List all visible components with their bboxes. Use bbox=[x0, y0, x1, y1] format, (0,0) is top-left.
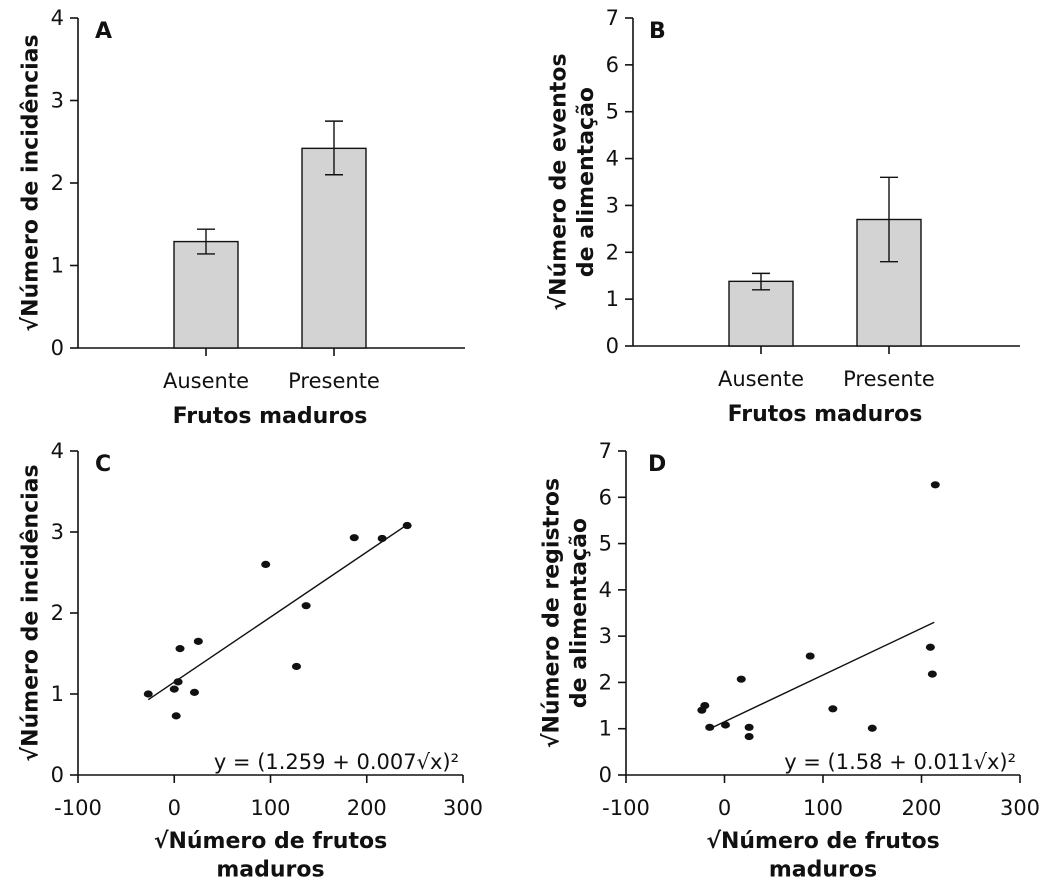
y-tick-label: 1 bbox=[51, 682, 64, 706]
y-tick-label: 2 bbox=[599, 670, 612, 694]
y-axis-title-line: de alimentação bbox=[567, 518, 592, 708]
x-axis-title-line: √Número de frutos bbox=[154, 829, 387, 854]
x-tick-label: 200 bbox=[347, 796, 387, 820]
x-tick-label: Presente bbox=[843, 367, 935, 391]
regression-line bbox=[147, 524, 408, 701]
x-tick-label: 0 bbox=[718, 796, 731, 820]
y-tick-label: 1 bbox=[599, 717, 612, 741]
panel-a: 0 1 2 3 4 A √Número de incidências Ausente Prese… bbox=[19, 6, 465, 429]
x-tick-label: 100 bbox=[803, 796, 843, 820]
panel-b: 0 1 2 3 4 5 6 7 B √Número de eventos de alimentaçã… bbox=[547, 6, 1020, 427]
data-point bbox=[744, 723, 754, 731]
y-axis-title-line: √Número de incidências bbox=[19, 34, 44, 331]
y-axis-title: √Número de registros de alimentação bbox=[540, 478, 593, 748]
y-axis-title-line: de alimentação bbox=[574, 87, 599, 277]
y-tick-label: 3 bbox=[599, 624, 612, 648]
x-tick-label: -100 bbox=[602, 796, 650, 820]
y-tick-label: 0 bbox=[51, 336, 64, 360]
regression-line bbox=[709, 621, 935, 730]
panel-c: 0 1 2 3 4 C √Número de incidências -100 0 100 200 3… bbox=[19, 439, 483, 883]
panel-d: 0 1 2 3 4 5 6 7 D √Número de registros de alimenta… bbox=[540, 439, 1041, 883]
y-tick-label: 6 bbox=[599, 485, 612, 509]
x-axis-title: Frutos maduros bbox=[728, 402, 923, 427]
data-point bbox=[867, 724, 877, 732]
data-point bbox=[169, 685, 179, 693]
y-tick-label: 1 bbox=[606, 287, 619, 311]
data-point bbox=[143, 690, 153, 698]
bar-ausente bbox=[173, 240, 239, 349]
y-tick-label: 5 bbox=[606, 100, 619, 124]
y-axis-title: √Número de incidências bbox=[19, 464, 44, 761]
y-tick-label: 4 bbox=[51, 439, 64, 463]
data-point bbox=[705, 723, 715, 731]
y-tick-label: 5 bbox=[599, 532, 612, 556]
y-tick-label: 3 bbox=[51, 520, 64, 544]
x-axis-title: Frutos maduros bbox=[173, 404, 368, 429]
panel-label: A bbox=[95, 19, 112, 44]
panel-label: C bbox=[95, 452, 111, 477]
y-tick-label: 2 bbox=[606, 240, 619, 264]
fit-equation: y = (1.58 + 0.011√x)² bbox=[784, 750, 1016, 774]
data-point bbox=[402, 521, 412, 530]
data-point bbox=[173, 678, 183, 686]
y-tick-label: 3 bbox=[51, 89, 64, 113]
x-axis-title-line: √Número de frutos bbox=[706, 829, 939, 854]
data-point bbox=[700, 701, 710, 710]
data-point bbox=[171, 712, 181, 720]
y-tick-label: 7 bbox=[599, 439, 612, 463]
y-axis-title: √Número de eventos de alimentação bbox=[547, 53, 600, 310]
y-tick-label: 1 bbox=[51, 254, 64, 278]
data-point bbox=[927, 670, 937, 678]
data-point bbox=[930, 481, 940, 489]
data-point bbox=[291, 662, 301, 671]
y-tick-label: 4 bbox=[606, 147, 619, 171]
bar-ausente bbox=[728, 280, 794, 347]
y-axis-title-line: √Número de registros bbox=[540, 478, 565, 748]
x-tick-label: 0 bbox=[168, 796, 181, 820]
data-point bbox=[377, 534, 387, 543]
data-point bbox=[175, 645, 185, 653]
y-tick-label: 4 bbox=[51, 6, 64, 30]
data-point bbox=[349, 534, 359, 542]
y-axis-title-line: √Número de incidências bbox=[19, 464, 44, 761]
y-tick-label: 6 bbox=[606, 53, 619, 77]
x-axis-title-line: maduros bbox=[769, 858, 877, 883]
y-tick-label: 7 bbox=[606, 6, 619, 30]
x-tick-label: 200 bbox=[901, 796, 941, 820]
y-tick-label: 3 bbox=[606, 193, 619, 217]
x-tick-label: Presente bbox=[288, 369, 380, 393]
y-tick-label: 0 bbox=[606, 334, 619, 358]
x-tick-label: -100 bbox=[54, 796, 102, 820]
data-point bbox=[193, 637, 203, 645]
data-point bbox=[301, 602, 311, 610]
fit-equation: y = (1.259 + 0.007√x)² bbox=[214, 750, 459, 774]
data-point bbox=[805, 652, 815, 660]
y-tick-label: 2 bbox=[51, 601, 64, 625]
data-point bbox=[736, 675, 746, 683]
data-point bbox=[828, 705, 838, 713]
x-tick-label: Ausente bbox=[163, 369, 249, 393]
data-point bbox=[720, 721, 730, 729]
y-tick-label: 4 bbox=[599, 578, 612, 602]
x-axis-title: √Número de frutos maduros bbox=[706, 829, 939, 883]
data-point bbox=[261, 560, 271, 569]
y-tick-label: 0 bbox=[51, 763, 64, 787]
x-tick-label: 300 bbox=[443, 796, 483, 820]
y-tick-label: 0 bbox=[599, 763, 612, 787]
data-point bbox=[925, 643, 935, 651]
y-axis-title-line: √Número de eventos bbox=[547, 53, 572, 310]
x-axis-title: √Número de frutos maduros bbox=[154, 829, 387, 883]
y-axis-title: √Número de incidências bbox=[19, 34, 44, 331]
x-tick-label: Ausente bbox=[718, 367, 804, 391]
data-point bbox=[744, 732, 754, 741]
data-point bbox=[189, 688, 199, 696]
x-axis-title-line: maduros bbox=[216, 858, 324, 883]
x-tick-label: 300 bbox=[1000, 796, 1040, 820]
panel-label: D bbox=[648, 452, 666, 477]
x-tick-label: 100 bbox=[250, 796, 290, 820]
panel-label: B bbox=[649, 19, 666, 44]
bar-presente bbox=[301, 147, 367, 349]
y-tick-label: 2 bbox=[51, 171, 64, 195]
